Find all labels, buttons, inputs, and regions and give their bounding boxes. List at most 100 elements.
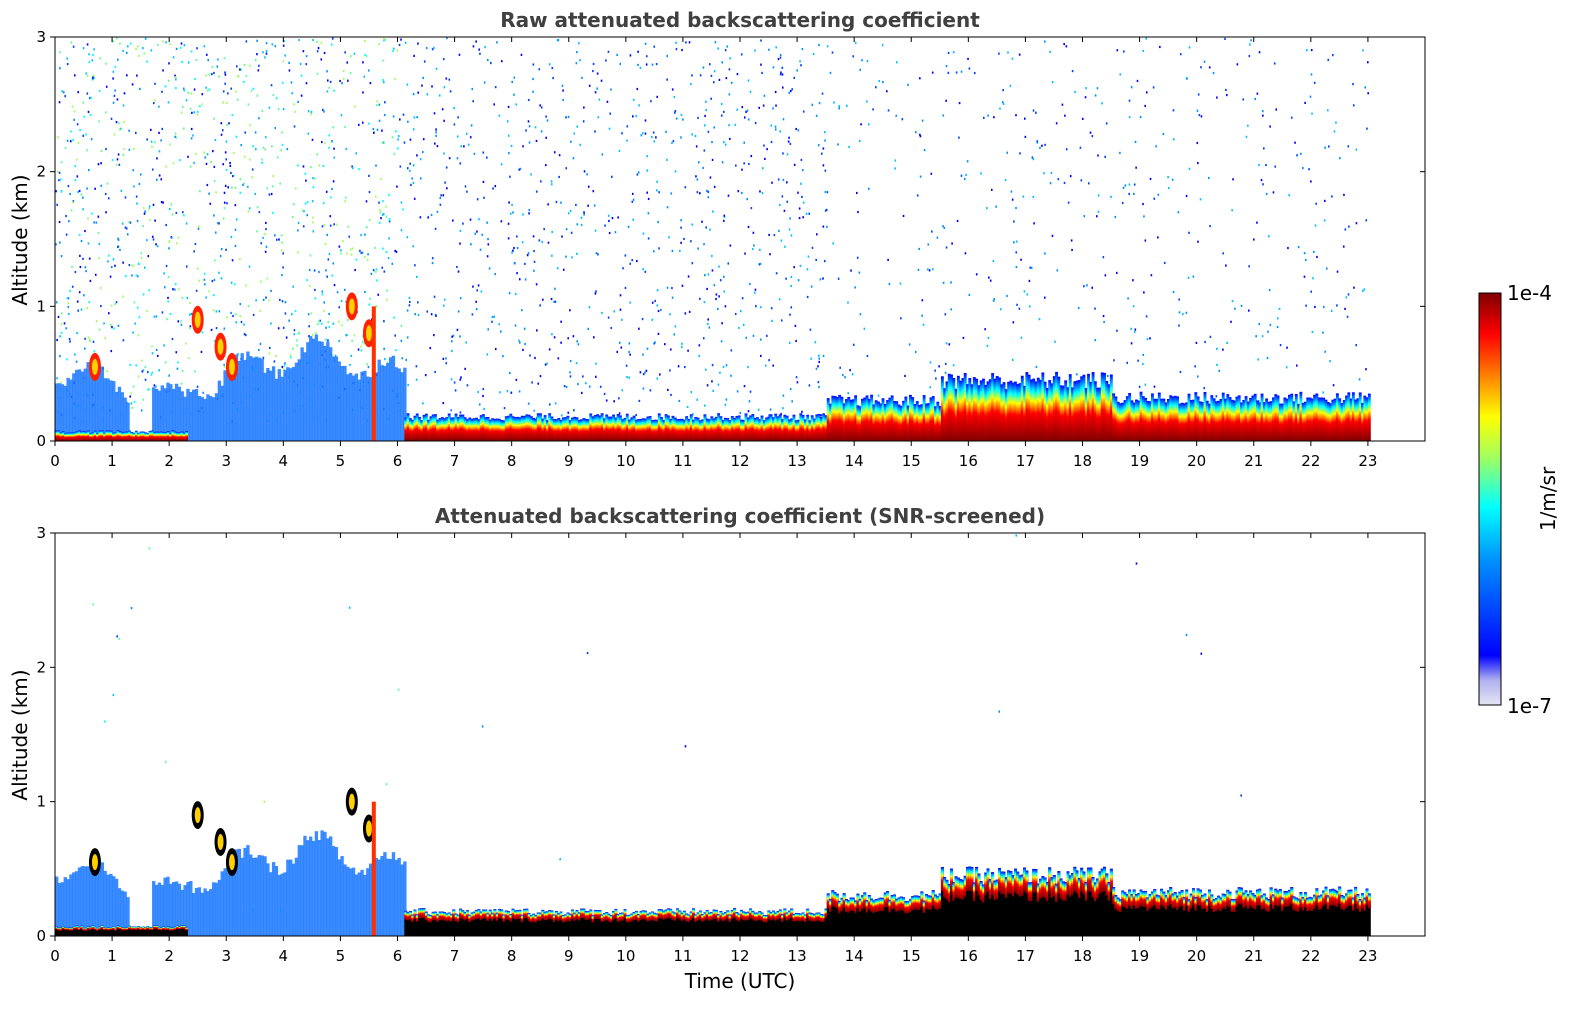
noise-pixel <box>868 123 870 126</box>
noise-pixel <box>288 61 290 64</box>
noise-pixel <box>603 392 606 396</box>
noise-pixel <box>595 362 597 365</box>
aerosol-column <box>297 845 301 936</box>
noise-pixel <box>1106 374 1109 378</box>
noise-pixel <box>1119 73 1122 76</box>
surface-layer-edge <box>1091 877 1095 898</box>
noise-pixel <box>206 89 209 92</box>
surface-layer-column <box>776 416 780 441</box>
surface-layer-column <box>532 913 536 936</box>
surface-layer-edge <box>472 911 476 921</box>
noise-pixel <box>1304 101 1306 105</box>
surface-layer-column <box>70 927 74 936</box>
surface-layer-column <box>751 910 755 936</box>
noise-pixel <box>82 134 85 137</box>
noise-pixel <box>443 298 446 301</box>
noise-pixel <box>753 291 756 294</box>
noise-pixel <box>326 70 328 73</box>
noise-pixel <box>365 200 368 203</box>
aerosol-column <box>229 868 233 936</box>
surface-layer-edge <box>721 913 725 922</box>
noise-pixel <box>175 136 178 139</box>
surface-layer-column <box>1224 894 1227 936</box>
noise-pixel <box>1274 165 1277 168</box>
surface-layer-column <box>1276 890 1280 936</box>
noise-pixel <box>945 64 948 68</box>
noise-pixel <box>1364 86 1367 89</box>
noise-pixel <box>1199 198 1202 201</box>
noise-pixel <box>331 37 334 40</box>
surface-layer-column <box>1135 399 1138 441</box>
surface-layer-column <box>726 910 730 936</box>
noise-pixel <box>222 217 225 220</box>
surface-layer-column <box>714 416 718 441</box>
surface-layer-edge <box>1071 873 1074 896</box>
surface-layer-column <box>1354 886 1358 936</box>
surface-layer-column <box>109 927 113 936</box>
noise-pixel <box>684 312 687 315</box>
noise-pixel <box>206 153 209 156</box>
noise-pixel <box>78 189 81 193</box>
x-tick-label: 11 <box>673 947 692 965</box>
noise-pixel <box>726 45 729 48</box>
noise-pixel <box>482 180 485 184</box>
noise-pixel <box>384 358 386 361</box>
surface-layer-edge <box>481 909 485 919</box>
noise-pixel <box>97 215 100 218</box>
surface-layer-column <box>616 914 620 936</box>
surface-layer-column <box>1322 397 1326 441</box>
surface-layer-column <box>733 417 737 441</box>
noise-pixel <box>388 219 391 222</box>
noise-pixel <box>385 215 388 218</box>
noise-pixel <box>626 375 628 379</box>
surface-layer-column <box>646 416 650 441</box>
noise-pixel <box>1128 99 1131 102</box>
noise-pixel <box>934 369 936 372</box>
noise-pixel <box>546 362 548 365</box>
surface-layer-column <box>1301 402 1305 441</box>
surface-layer-edge <box>64 927 68 931</box>
noise-pixel <box>774 125 777 128</box>
noise-pixel <box>500 330 502 333</box>
noise-pixel <box>1188 231 1190 234</box>
noise-pixel <box>605 59 607 62</box>
noise-pixel <box>256 230 258 233</box>
noise-pixel <box>1012 358 1014 361</box>
noise-pixel <box>523 327 526 330</box>
noise-pixel <box>230 281 233 284</box>
noise-pixel <box>1322 305 1325 309</box>
noise-pixel <box>433 46 435 50</box>
surface-layer-column <box>650 420 654 441</box>
noise-pixel <box>354 268 356 272</box>
noise-pixel <box>810 357 812 360</box>
noise-pixel <box>249 64 251 67</box>
noise-pixel <box>133 301 136 304</box>
noise-pixel <box>502 355 504 358</box>
noise-pixel <box>646 191 649 194</box>
noise-pixel <box>118 163 121 166</box>
noise-pixel <box>1268 288 1271 292</box>
aerosol-column <box>314 334 319 441</box>
surface-layer-column <box>1009 871 1013 936</box>
aerosol-column <box>277 875 281 936</box>
aerosol-column <box>243 847 247 936</box>
noise-pixel <box>381 213 384 216</box>
noise-pixel <box>1084 96 1087 99</box>
noise-pixel <box>405 358 408 361</box>
noise-pixel <box>80 308 83 311</box>
surface-layer-edge <box>1059 878 1063 899</box>
aerosol-column <box>203 398 207 441</box>
surface-layer-column <box>134 926 138 936</box>
noise-pixel <box>351 247 354 250</box>
noise-pixel <box>361 121 364 124</box>
noise-pixel <box>306 200 309 204</box>
noise-pixel <box>174 283 177 286</box>
noise-pixel <box>510 391 513 394</box>
noise-pixel <box>385 205 387 208</box>
noise-pixel <box>725 77 728 80</box>
surface-layer-column <box>950 868 953 936</box>
noise-pixel <box>683 365 686 369</box>
noise-pixel <box>187 357 190 360</box>
noise-pixel <box>522 348 524 352</box>
noise-pixel <box>581 76 583 79</box>
